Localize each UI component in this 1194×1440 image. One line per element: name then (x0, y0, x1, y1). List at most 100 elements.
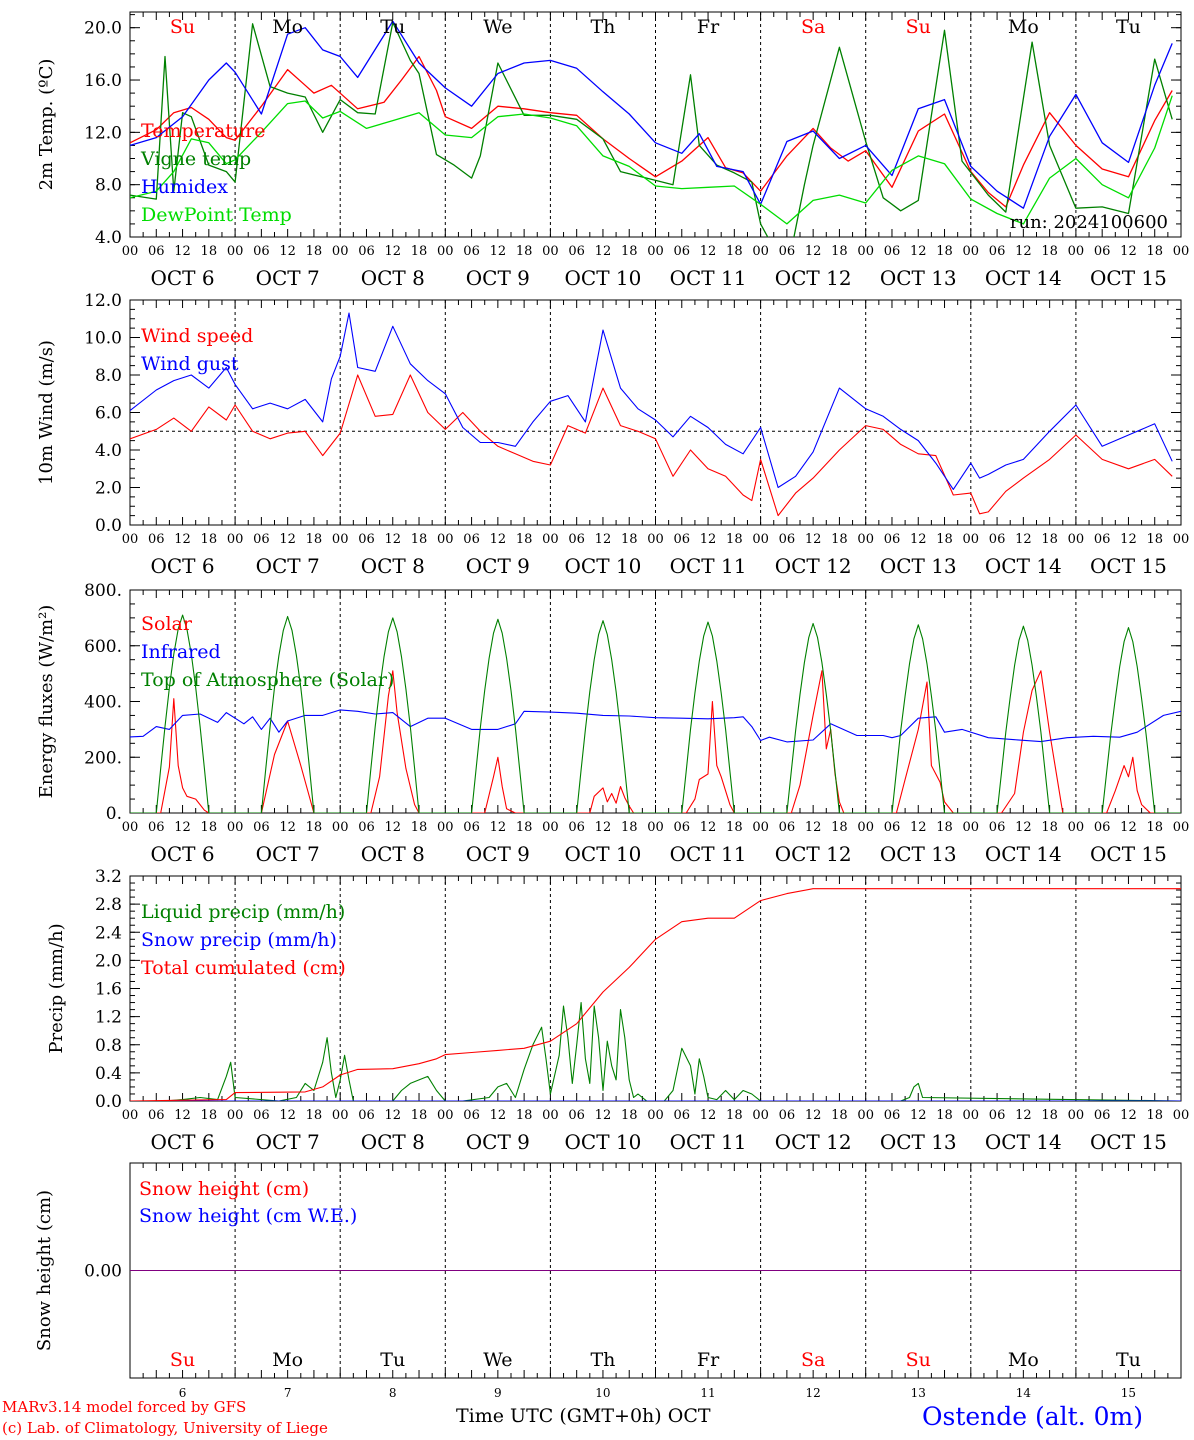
y-tick-label: 4.0 (95, 228, 122, 248)
hour-label: 00 (647, 244, 664, 259)
hour-label: 06 (568, 820, 585, 835)
hour-label: 18 (1146, 244, 1163, 259)
hour-label: 06 (884, 1108, 901, 1123)
hour-label: 06 (568, 532, 585, 547)
hour-label: 00 (857, 1108, 874, 1123)
date-label: OCT 8 (361, 842, 425, 866)
date-label: OCT 12 (775, 554, 852, 578)
hour-label: 06 (463, 532, 480, 547)
hour-label: 18 (621, 244, 638, 259)
location-label: Ostende (alt. 0m) (922, 1402, 1143, 1431)
hour-label: 18 (936, 244, 953, 259)
y-tick-label: 8.0 (95, 366, 122, 386)
chart-panel-1: 4.0 8.0 12.0 16.0 20.0 2m Temp. (ºC) Temperatu… (36, 11, 1190, 290)
hour-label: 18 (306, 244, 323, 259)
y-tick-label: 2.8 (95, 895, 122, 915)
hour-label: 06 (148, 1108, 165, 1123)
hour-label: 12 (595, 532, 612, 547)
hour-label: 12 (279, 532, 296, 547)
hour-label: 18 (936, 820, 953, 835)
hour-label: 18 (621, 820, 638, 835)
hour-label: 18 (201, 244, 218, 259)
hour-label: 18 (411, 244, 428, 259)
series-line-top-of-atmosphere-solar- (130, 614, 1181, 813)
legend-entry-2: Vigne temp (140, 148, 251, 170)
weekday-label: Mo (1008, 16, 1039, 38)
hour-label: 00 (332, 1108, 349, 1123)
legend-entry-2: Infrared (141, 641, 221, 663)
series-line-temperature (130, 55, 1173, 208)
y-axis-label: Energy fluxes (W/m²) (36, 605, 57, 799)
hour-label: 06 (148, 532, 165, 547)
weekday-label: Tu (1116, 16, 1141, 38)
hour-label: 06 (463, 820, 480, 835)
y-tick-label: 12.0 (84, 123, 122, 143)
y-tick-label: 0.4 (95, 1064, 122, 1084)
weekday-label: Sa (801, 1349, 825, 1371)
hour-label: 06 (148, 820, 165, 835)
y-tick-label: 3.2 (95, 867, 122, 887)
hour-label: 06 (358, 532, 375, 547)
legend-entry-3: Humidex (141, 176, 228, 198)
hour-label: 12 (384, 532, 401, 547)
hour-label: 18 (306, 820, 323, 835)
hour-label: 18 (306, 532, 323, 547)
hour-label: 12 (1015, 1108, 1032, 1123)
hour-label: 12 (805, 532, 822, 547)
hour-label: 00 (752, 820, 769, 835)
hour-label: 00 (1173, 244, 1190, 259)
hour-label: 00 (963, 1108, 980, 1123)
hour-label: 12 (700, 244, 717, 259)
series-line-wind-speed (130, 374, 1173, 517)
hour-label: 00 (1068, 244, 1085, 259)
y-tick-label: 4.0 (95, 441, 122, 461)
date-label: OCT 11 (670, 1130, 747, 1154)
date-label: OCT 10 (565, 842, 642, 866)
hour-label: 00 (647, 532, 664, 547)
hour-label: 06 (674, 1108, 691, 1123)
hour-label: 00 (437, 1108, 454, 1123)
y-tick-label: 2.0 (95, 479, 122, 499)
hour-label: 18 (726, 1108, 743, 1123)
date-label: OCT 14 (985, 266, 1062, 290)
date-label: OCT 13 (880, 554, 957, 578)
weekday-label: Sa (801, 16, 825, 38)
date-label: OCT 10 (565, 1130, 642, 1154)
weekday-label: We (483, 16, 512, 38)
day-number-label: 6 (179, 1386, 187, 1400)
hour-label: 18 (1041, 1108, 1058, 1123)
hour-label: 12 (910, 244, 927, 259)
y-tick-label: 8.0 (95, 176, 122, 196)
weekday-label: Su (170, 1349, 195, 1371)
x-axis-month: OCT (667, 1405, 711, 1427)
y-tick-label: 10.0 (84, 329, 122, 349)
hour-label: 18 (726, 532, 743, 547)
hour-label: 18 (621, 532, 638, 547)
date-label: OCT 9 (466, 842, 530, 866)
weekday-label: Su (906, 1349, 931, 1371)
hour-label: 18 (411, 1108, 428, 1123)
series-line-vigne-temp (130, 21, 1173, 237)
date-label: OCT 8 (361, 554, 425, 578)
hour-label: 12 (490, 1108, 507, 1123)
hour-label: 00 (1068, 1108, 1085, 1123)
series-line-total-cumulated-cm- (130, 888, 1181, 1101)
legend-entry-2: Snow precip (mm/h) (141, 929, 337, 951)
hour-label: 18 (831, 532, 848, 547)
hour-label: 12 (384, 1108, 401, 1123)
hour-label: 06 (779, 1108, 796, 1123)
hour-label: 18 (201, 532, 218, 547)
hour-label: 00 (332, 244, 349, 259)
date-label: OCT 8 (361, 1130, 425, 1154)
y-tick-label: 0.8 (95, 1036, 122, 1056)
hour-label: 00 (1068, 820, 1085, 835)
hour-label: 06 (358, 1108, 375, 1123)
y-tick-label: 200. (84, 748, 122, 768)
hour-label: 18 (306, 1108, 323, 1123)
series-line-solar (130, 670, 1181, 813)
hour-label: 18 (831, 820, 848, 835)
hour-label: 18 (1041, 820, 1058, 835)
hour-label: 12 (279, 820, 296, 835)
hour-label: 00 (752, 532, 769, 547)
weekday-label: Tu (1116, 1349, 1141, 1371)
